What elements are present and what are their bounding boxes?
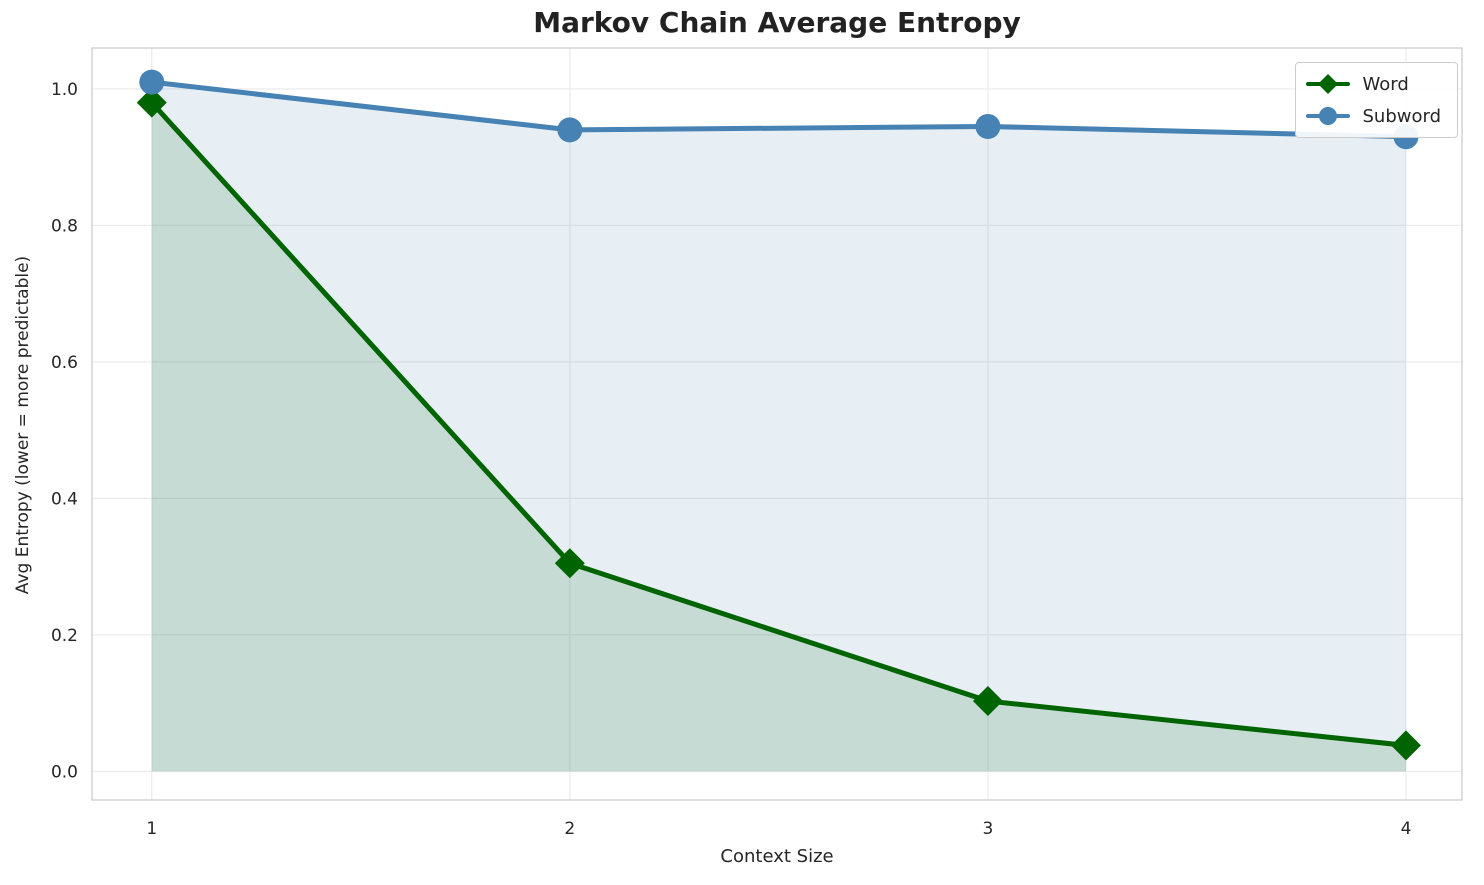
word-marker [136, 87, 167, 118]
subword-circle-marker-icon [1306, 107, 1351, 125]
x-axis-label: Context Size [720, 846, 834, 867]
subword-marker [139, 69, 165, 95]
plot-background [92, 48, 1462, 800]
legend-item-subword: Subword [1306, 104, 1441, 128]
legend: Word Subword [1295, 62, 1458, 138]
legend-label-subword: Subword [1362, 105, 1441, 127]
subword-area [151, 82, 1406, 772]
y-tick-label: 0.8 [51, 216, 78, 236]
subword-marker [975, 113, 1001, 139]
y-tick-label: 0.6 [51, 353, 78, 373]
legend-sample-marker [1318, 74, 1339, 94]
plot-border [91, 47, 1463, 801]
legend-sample-marker [1319, 107, 1338, 125]
word-area [151, 102, 1406, 772]
subword-marker [557, 117, 583, 143]
y-tick-label: 0.4 [51, 489, 78, 509]
x-tick-label: 1 [146, 819, 157, 839]
word-marker [1390, 730, 1421, 761]
legend-item-word: Word [1306, 72, 1441, 96]
y-tick-label: 0.0 [51, 762, 78, 782]
y-tick-label: 0.2 [51, 626, 78, 646]
chart-title: Markov Chain Average Entropy [533, 6, 1021, 39]
x-tick-label: 3 [982, 819, 993, 839]
word-line [149, 100, 1409, 748]
x-tick-label: 4 [1401, 819, 1412, 839]
subword-line [149, 79, 1409, 140]
y-tick-label: 1.0 [51, 80, 78, 100]
x-tick-label: 2 [564, 819, 575, 839]
word-marker [554, 548, 585, 579]
word-diamond-marker-icon [1306, 74, 1351, 94]
legend-label-word: Word [1362, 73, 1409, 95]
word-marker [972, 686, 1003, 717]
